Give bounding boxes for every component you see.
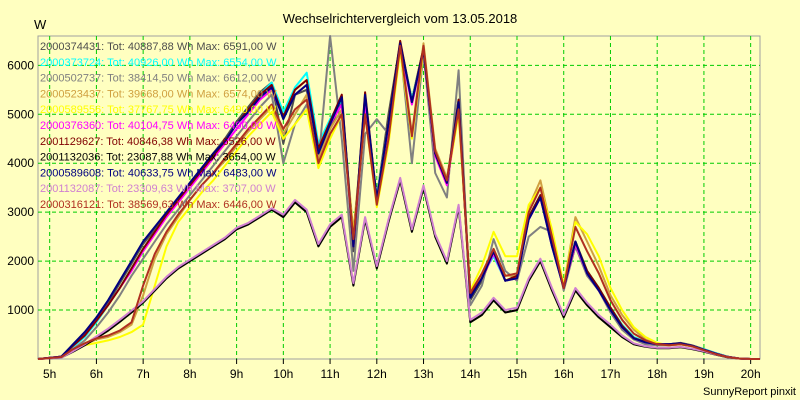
legend-entry-1: 2000374431: Tot: 40887,88 Wh Max: 6591,0…	[40, 41, 277, 53]
series-line-9	[37, 42, 760, 360]
y-axis-label: W	[34, 17, 47, 32]
x-tick-label: 15h	[507, 367, 527, 381]
legend-entry-8: 2001132036: Tot: 23087,88 Wh Max: 3654,0…	[40, 152, 276, 164]
x-tick-label: 14h	[460, 367, 480, 381]
legend-entry-2: 2000373724: Tot: 40926,00 Wh Max: 6554,0…	[40, 57, 277, 69]
y-tick-label: 2000	[7, 254, 34, 268]
x-tick-label: 10h	[273, 367, 293, 381]
x-tick-label: 6h	[90, 367, 103, 381]
y-tick-label: 5000	[7, 107, 34, 121]
x-tick-label: 13h	[414, 367, 434, 381]
x-tick-label: 17h	[600, 367, 620, 381]
y-tick-label: 3000	[7, 205, 34, 219]
x-tick-label: 9h	[230, 367, 243, 381]
series-line-11	[37, 44, 760, 360]
legend-entry-9: 2000589608: Tot: 40633,75 Wh Max: 6483,0…	[40, 167, 277, 179]
x-tick-label: 20h	[741, 367, 761, 381]
series-line-3	[37, 35, 760, 360]
legend-entry-10: 2001132087: Tot: 23309,63 Wh Max: 3707,0…	[40, 183, 276, 195]
x-tick-label: 16h	[554, 367, 574, 381]
y-tick-label: 6000	[7, 58, 34, 72]
y-tick-label: 1000	[7, 303, 34, 317]
x-tick-label: 12h	[367, 367, 387, 381]
axes: 1000 2000 3000 4000 5000 6000 5h 6h 7h 8h 9h 10h 11h…	[7, 58, 760, 381]
x-tick-label: 19h	[694, 367, 714, 381]
chart-title: Wechselrichtervergleich vom 13.05.2018	[283, 11, 518, 26]
legend: 2000374431: Tot: 40887,88 Wh Max: 6591,0…	[40, 41, 277, 211]
x-tick-label: 8h	[183, 367, 196, 381]
legend-entry-3: 2000502737: Tot: 38414,50 Wh Max: 6612,0…	[40, 73, 277, 85]
series-layer	[37, 35, 760, 360]
series-line-10	[37, 176, 760, 360]
legend-entry-11: 2000316121: Tot: 38569,63 Wh Max: 6446,0…	[40, 199, 277, 211]
legend-entry-6: 2000376360: Tot: 40104,75 Wh Max: 6490,0…	[40, 120, 277, 132]
legend-entry-5: 2000589556: Tot: 37767,75 Wh Max: 6490,0…	[40, 104, 277, 116]
y-tick-label: 4000	[7, 156, 34, 170]
x-tick-label: 11h	[321, 367, 340, 381]
footer-credit: SunnyReport pinxit	[703, 386, 796, 398]
grid	[38, 36, 760, 359]
legend-entry-7: 2001129627: Tot: 40846,38 Wh Max: 6526,0…	[40, 136, 276, 148]
legend-entry-4: 2000523437: Tot: 39668,00 Wh Max: 6574,0…	[40, 88, 277, 100]
x-tick-label: 18h	[647, 367, 667, 381]
x-tick-label: 5h	[43, 367, 56, 381]
plot-area	[37, 35, 761, 360]
x-tick-label: 7h	[136, 367, 149, 381]
